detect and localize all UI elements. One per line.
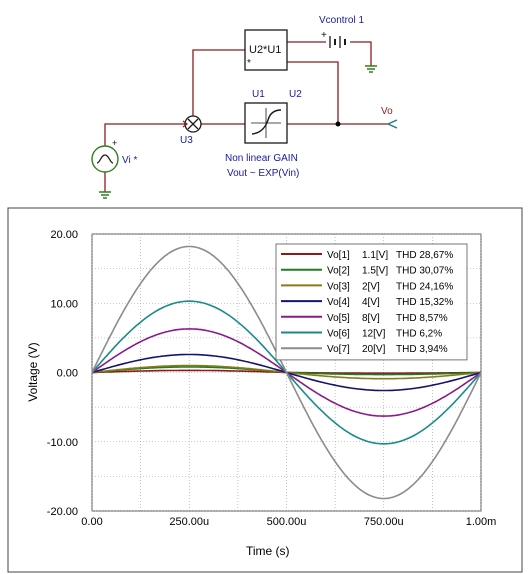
y-tick-label: 0.00 — [57, 368, 78, 380]
legend-amplitude: 1.1[V] — [362, 250, 388, 261]
battery-plus-sign: + — [321, 30, 327, 41]
nonlinear-gain-block[interactable] — [244, 102, 288, 144]
legend-thd: THD 24,16% — [396, 281, 453, 292]
ground-icon — [99, 191, 111, 199]
x-axis-label: Time (s) — [246, 544, 290, 558]
legend-amplitude: 4[V] — [362, 297, 380, 308]
output-node — [335, 121, 341, 127]
legend-series-name: Vo[6] — [327, 329, 350, 340]
legend-thd: THD 30,07% — [396, 266, 453, 277]
u3-label: U3 — [180, 135, 193, 146]
series-line-Vo[7] — [91, 245, 482, 500]
vi-source[interactable]: + — [91, 138, 119, 173]
y-tick-label: 20.00 — [50, 229, 78, 241]
ground-icon — [365, 65, 377, 73]
source-plus-sign: + — [112, 138, 117, 148]
legend-series-name: Vo[4] — [327, 297, 350, 308]
legend-amplitude: 12[V] — [362, 329, 386, 340]
y-tick-label: 10.00 — [50, 298, 78, 310]
legend-thd: THD 28,67% — [396, 250, 453, 261]
chart-frame — [7, 207, 523, 573]
x-tick-label: 250.00u — [169, 516, 209, 528]
voltage-chart: 0.00 250.00u 500.00u 750.00u 1.00m 20.00 10.00… — [7, 207, 523, 573]
u2-label: U2 — [289, 89, 302, 100]
u1-label: U1 — [252, 89, 265, 100]
output-probe-icon[interactable] — [387, 119, 398, 129]
legend-thd: THD 6,2% — [396, 329, 442, 340]
legend: Vo[1] 1.1[V] THD 28,67% Vo[2] 1.5[V] THD 30,0… — [275, 243, 468, 361]
legend-amplitude: 20[V] — [362, 344, 386, 355]
legend-thd: THD 8,57% — [396, 313, 448, 324]
legend-thd: THD 3,94% — [396, 344, 448, 355]
x-tick-label: 0.00 — [81, 516, 102, 528]
circuit-schematic: U2*U1 * + + V — [91, 15, 398, 199]
legend-amplitude: 1.5[V] — [362, 266, 388, 277]
y-tick-label: -20.00 — [47, 506, 78, 518]
y-tick-label: -10.00 — [47, 437, 78, 449]
legend-thd: THD 15,32% — [396, 297, 453, 308]
tick-labels: 0.00 250.00u 500.00u 750.00u 1.00m 20.00 10.00… — [47, 229, 496, 528]
x-tick-label: 750.00u — [364, 516, 404, 528]
multiplier-pin-mark: * — [247, 58, 251, 69]
gain-formula: Vout ~ EXP(Vin) — [227, 168, 299, 179]
vi-label: Vi * — [122, 155, 137, 166]
legend-series-name: Vo[7] — [327, 344, 350, 355]
legend-series-name: Vo[3] — [327, 281, 350, 292]
y-axis-label: Voltage (V) — [26, 342, 40, 401]
legend-series-name: Vo[2] — [327, 266, 350, 277]
vcontrol-label: Vcontrol 1 — [319, 15, 364, 26]
multiplier-label: U2*U1 — [249, 44, 281, 56]
gain-description: Non linear GAIN — [225, 153, 298, 164]
vo-label: Vo — [381, 106, 393, 117]
x-tick-label: 1.00m — [466, 516, 497, 528]
summing-junction[interactable] — [182, 115, 202, 133]
x-tick-label: 500.00u — [267, 516, 307, 528]
legend-series-name: Vo[5] — [327, 313, 350, 324]
vcontrol-battery[interactable]: + — [321, 30, 346, 48]
multiplier-block[interactable]: U2*U1 * — [244, 29, 288, 71]
legend-amplitude: 8[V] — [362, 313, 380, 324]
legend-series-name: Vo[1] — [327, 250, 350, 261]
series-lines — [91, 245, 482, 500]
legend-amplitude: 2[V] — [362, 281, 380, 292]
